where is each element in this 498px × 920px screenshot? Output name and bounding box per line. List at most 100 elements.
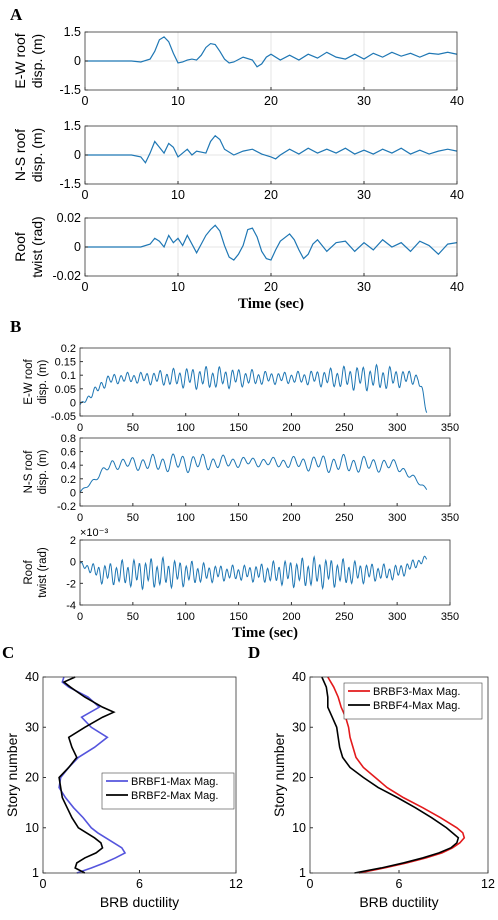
x-tick-label: 0 <box>77 611 83 623</box>
y-axis-label-line: N-S roof <box>23 450 35 494</box>
x-tick-label: 10 <box>171 280 185 294</box>
chart-a1: 0 10 20 30 40-1.501.5E-W roof disp. (m) <box>12 25 464 108</box>
y-tick-label: 1 <box>299 866 306 880</box>
legend-label: BRBF1-Max Mag. <box>131 776 218 788</box>
x-tick-label: 0 <box>77 422 83 434</box>
x-tick-label: 250 <box>335 512 353 524</box>
y-tick-label: 1.5 <box>64 25 81 39</box>
y-tick-label: 0 <box>70 397 76 409</box>
x-tick-label: 0 <box>307 877 314 891</box>
x-tick-label: 12 <box>481 877 495 891</box>
x-tick-label: 30 <box>357 188 371 202</box>
y-tick-label: 0.2 <box>61 343 76 355</box>
x-tick-label: 300 <box>388 611 406 623</box>
x-tick-label: 150 <box>229 512 247 524</box>
y-tick-label: 0.15 <box>55 357 76 369</box>
x-tick-label: 30 <box>357 280 371 294</box>
x-axis-label-time: Time (sec) <box>232 625 298 641</box>
y-tick-label: -2 <box>66 578 76 590</box>
y-tick-label: -1.5 <box>59 83 81 97</box>
x-tick-label: 50 <box>127 512 139 524</box>
x-tick-label: 0 <box>40 877 47 891</box>
panel-label-a: A <box>10 5 23 24</box>
y-tick-label: 40 <box>25 670 39 684</box>
x-tick-label: 350 <box>441 512 459 524</box>
y-tick-label: -1.5 <box>59 177 81 191</box>
y-axis-label-line: twist (rad) <box>37 547 49 598</box>
x-tick-label: 100 <box>177 512 195 524</box>
x-tick-label: 10 <box>171 188 185 202</box>
y-tick-label: -0.05 <box>51 411 76 423</box>
x-tick-label: 40 <box>450 94 464 108</box>
x-tick-label: 150 <box>229 422 247 434</box>
y-tick-label: 30 <box>292 720 306 734</box>
x-tick-label: 20 <box>264 94 278 108</box>
x-tick-label: 0 <box>77 512 83 524</box>
legend-label: BRBF2-Max Mag. <box>131 790 218 802</box>
panel-label-d: D <box>248 643 260 662</box>
y-tick-label: -0.2 <box>57 501 76 513</box>
x-tick-label: 6 <box>136 877 143 891</box>
y-tick-label: 0.6 <box>61 447 76 459</box>
series-line-2 <box>321 676 460 874</box>
x-tick-label: 100 <box>177 611 195 623</box>
x-tick-label: 0 <box>82 94 89 108</box>
legend-label: BRBF4-Max Mag. <box>373 700 460 712</box>
y-axis-label-line: Roof <box>23 560 35 585</box>
x-tick-label: 150 <box>229 611 247 623</box>
y-tick-label: 20 <box>25 771 39 785</box>
y-tick-label: 0 <box>70 557 76 569</box>
series-line <box>85 36 458 68</box>
chart-b3: 0 50 100 150 200 250 300 350 -4 -2 0 2 Roof twist (ra… <box>23 527 459 641</box>
x-tick-label: 300 <box>388 512 406 524</box>
x-axis-label: BRB ductility <box>359 894 438 910</box>
y-tick-label: 0.8 <box>61 433 76 445</box>
x-tick-label: 200 <box>282 512 300 524</box>
y-tick-label: 0.02 <box>57 211 81 225</box>
x-tick-label: 40 <box>450 280 464 294</box>
x-tick-label: 50 <box>127 422 139 434</box>
y-axis-label-line: N-S roof <box>12 129 28 181</box>
plots-layer: 0 10 20 30 40-1.501.5E-W roof disp. (m)0 10 20 3… <box>4 25 495 910</box>
y-axis-label: Story number <box>4 733 20 817</box>
x-tick-label: 250 <box>335 422 353 434</box>
y-axis-label-line: disp. (m) <box>29 128 45 182</box>
chart-b1: 0 50 100 150 200 250 300 350-0.0500.050.10.150.… <box>23 343 459 434</box>
y-tick-label: 40 <box>292 670 306 684</box>
x-tick-label: 40 <box>450 188 464 202</box>
x-tick-label: 20 <box>264 188 278 202</box>
series-line-2 <box>58 676 116 874</box>
y-axis-label-line: Roof <box>12 232 28 262</box>
y-axis-label-line: disp. (m) <box>37 449 49 494</box>
series-line <box>85 134 458 164</box>
y-axis-label-line: twist (rad) <box>29 216 45 277</box>
legend-box <box>343 682 483 720</box>
y-tick-label: 0 <box>74 240 81 254</box>
y-tick-label: 30 <box>25 720 39 734</box>
y-axis-label-line: disp. (m) <box>29 34 45 88</box>
x-tick-label: 20 <box>264 280 278 294</box>
x-tick-label: 100 <box>177 422 195 434</box>
y-tick-label: 1.5 <box>64 119 81 133</box>
x-axis-label-time: Time (sec) <box>238 296 304 312</box>
y-tick-label: 10 <box>25 821 39 835</box>
x-tick-label: 350 <box>441 422 459 434</box>
y-tick-label: 0.05 <box>55 384 76 396</box>
x-tick-label: 0 <box>82 280 89 294</box>
y-axis-label-line: disp. (m) <box>37 359 49 404</box>
x-tick-label: 50 <box>127 611 139 623</box>
y-tick-label: 0.1 <box>61 370 76 382</box>
y-tick-label: 0 <box>74 54 81 68</box>
x-axis-label: BRB ductility <box>100 894 179 910</box>
x-tick-label: 250 <box>335 611 353 623</box>
axes-box <box>79 539 451 606</box>
y-axis-label-line: E-W roof <box>23 359 35 405</box>
legend-box <box>101 772 235 810</box>
series-line <box>79 363 428 413</box>
y-axis-label: Story number <box>271 733 287 817</box>
x-tick-label: 200 <box>282 611 300 623</box>
panel-label-b: B <box>10 317 21 336</box>
y-tick-label: -0.02 <box>53 269 82 283</box>
x-tick-label: 300 <box>388 422 406 434</box>
